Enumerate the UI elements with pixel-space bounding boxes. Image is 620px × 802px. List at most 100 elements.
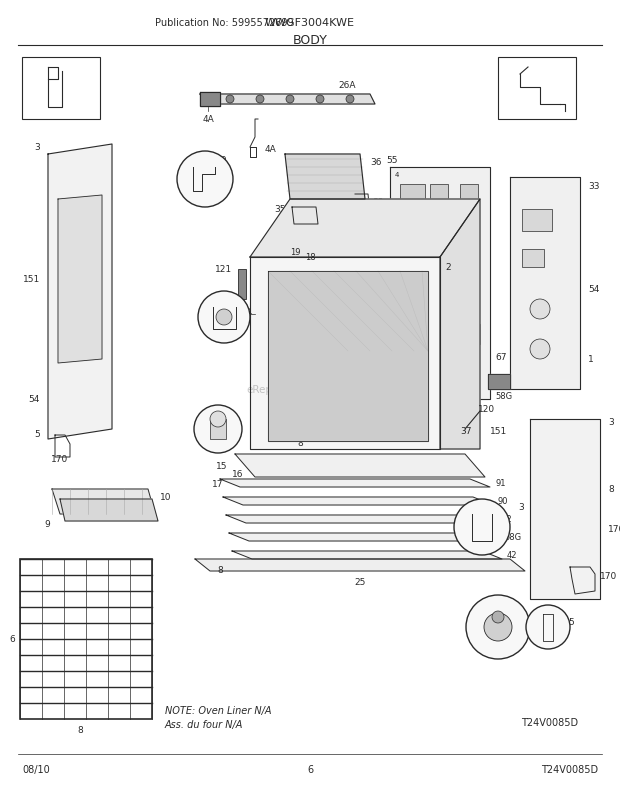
Text: 58G: 58G	[495, 391, 512, 400]
Text: 3: 3	[608, 418, 614, 427]
Text: 1: 1	[588, 355, 594, 364]
Text: 2: 2	[445, 263, 451, 272]
Text: 4: 4	[395, 172, 399, 178]
Text: 5: 5	[34, 430, 40, 439]
Text: 08/10: 08/10	[22, 764, 50, 774]
Bar	[460, 184, 478, 203]
Bar	[455, 325, 480, 345]
Polygon shape	[226, 516, 496, 524]
Bar	[498, 58, 576, 119]
Polygon shape	[250, 257, 440, 449]
Circle shape	[216, 310, 232, 326]
Text: 89: 89	[372, 198, 384, 207]
Text: WWGF3004KWE: WWGF3004KWE	[265, 18, 355, 28]
Text: 8: 8	[297, 439, 303, 448]
Polygon shape	[220, 480, 490, 488]
Text: 25: 25	[354, 577, 366, 586]
Polygon shape	[60, 500, 158, 521]
Text: 42: 42	[507, 551, 518, 560]
Polygon shape	[250, 200, 480, 257]
Polygon shape	[195, 559, 525, 571]
Text: 54: 54	[588, 286, 600, 294]
Text: 120: 120	[478, 404, 495, 414]
Circle shape	[286, 96, 294, 104]
Text: 88: 88	[376, 221, 388, 229]
Text: 5: 5	[568, 618, 574, 626]
Polygon shape	[200, 93, 220, 107]
Circle shape	[484, 614, 512, 642]
Text: 29: 29	[210, 408, 220, 418]
Text: 26A: 26A	[339, 81, 356, 90]
Polygon shape	[235, 455, 485, 477]
Text: 4A: 4A	[202, 115, 214, 124]
Text: 15: 15	[216, 461, 228, 471]
Text: 35: 35	[275, 205, 286, 214]
Bar	[522, 249, 544, 268]
Text: 8: 8	[608, 485, 614, 494]
Text: 170: 170	[600, 571, 618, 581]
Text: 36: 36	[370, 158, 381, 167]
Text: 16: 16	[232, 469, 244, 479]
Bar	[20, 559, 152, 719]
Text: 33: 33	[588, 182, 600, 191]
Bar	[445, 280, 467, 298]
Text: 6: 6	[307, 764, 313, 774]
Circle shape	[210, 411, 226, 427]
Polygon shape	[292, 208, 318, 225]
Circle shape	[492, 611, 504, 623]
Text: 121: 121	[215, 265, 232, 273]
Circle shape	[466, 595, 530, 659]
Text: 6: 6	[9, 634, 15, 644]
Text: 44: 44	[242, 308, 253, 317]
Text: 151: 151	[23, 275, 40, 284]
Bar	[400, 280, 435, 305]
Text: 170: 170	[608, 525, 620, 534]
Polygon shape	[488, 375, 510, 390]
Text: 170: 170	[51, 455, 69, 464]
Bar	[238, 269, 246, 300]
Circle shape	[316, 96, 324, 104]
Text: Publication No: 5995572699: Publication No: 5995572699	[155, 18, 294, 28]
Text: 12: 12	[215, 298, 225, 308]
Circle shape	[530, 300, 550, 320]
Text: NOTE: Oven Liner N/A: NOTE: Oven Liner N/A	[165, 705, 272, 715]
Bar	[22, 58, 100, 119]
Text: 86: 86	[346, 460, 358, 468]
Text: 3: 3	[518, 502, 524, 512]
Text: 17: 17	[212, 480, 224, 488]
Polygon shape	[268, 272, 428, 441]
Bar	[400, 184, 425, 203]
Text: 19: 19	[290, 248, 300, 257]
Circle shape	[526, 606, 570, 649]
Circle shape	[198, 292, 250, 343]
Text: 55A: 55A	[231, 310, 248, 319]
Bar	[430, 325, 445, 337]
Circle shape	[256, 96, 264, 104]
Circle shape	[530, 339, 550, 359]
Text: 5A: 5A	[489, 613, 500, 622]
Circle shape	[454, 500, 510, 555]
Polygon shape	[232, 551, 502, 559]
Polygon shape	[285, 155, 365, 200]
Text: 32: 32	[501, 515, 512, 524]
Bar	[210, 419, 226, 439]
Text: 54: 54	[29, 395, 40, 404]
Text: T24V0085D: T24V0085D	[521, 717, 578, 727]
Circle shape	[226, 96, 234, 104]
Text: 18: 18	[304, 253, 316, 261]
Text: 39: 39	[559, 62, 570, 71]
Text: 151: 151	[490, 427, 507, 436]
Polygon shape	[52, 489, 155, 514]
Text: eReplacementParts.com: eReplacementParts.com	[247, 384, 373, 395]
Text: BODY: BODY	[293, 34, 327, 47]
Polygon shape	[229, 533, 499, 541]
Text: 3: 3	[34, 143, 40, 152]
Text: 38: 38	[372, 237, 384, 247]
Polygon shape	[530, 419, 600, 599]
Text: Ass. du four N/A: Ass. du four N/A	[165, 719, 244, 729]
Polygon shape	[58, 196, 102, 363]
Polygon shape	[200, 95, 375, 105]
Bar	[430, 184, 448, 203]
Text: 67: 67	[495, 353, 507, 362]
Text: 8: 8	[77, 725, 83, 734]
